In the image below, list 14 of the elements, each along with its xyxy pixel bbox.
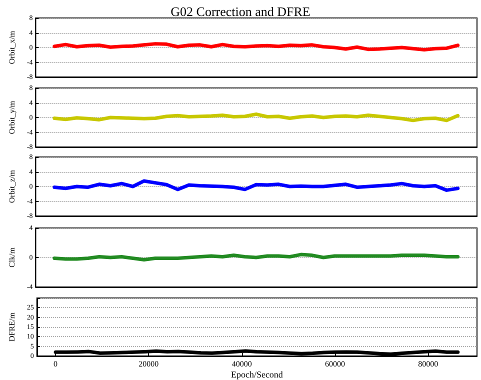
y-axis-title: Orbit_z/m	[8, 169, 16, 203]
x-tick-label: 80000	[418, 360, 438, 368]
y-axis-title: DFRE/m	[8, 312, 16, 342]
x-tick-label: 40000	[232, 360, 252, 368]
y-axis-title: Orbit_y/m	[8, 100, 16, 134]
line-series	[52, 179, 460, 192]
y-axis-title: Clk/m	[8, 246, 16, 268]
x-tick-label: 0	[54, 360, 58, 368]
x-axis-title: Epoch/Second	[230, 370, 284, 380]
line-series	[52, 112, 460, 122]
y-axis-title: Orbit_x/m	[8, 30, 16, 64]
chart-title: G02 Correction and DFRE	[170, 4, 310, 19]
x-tick-label: 60000	[324, 360, 345, 368]
x-tick-label: 20000	[138, 360, 159, 368]
